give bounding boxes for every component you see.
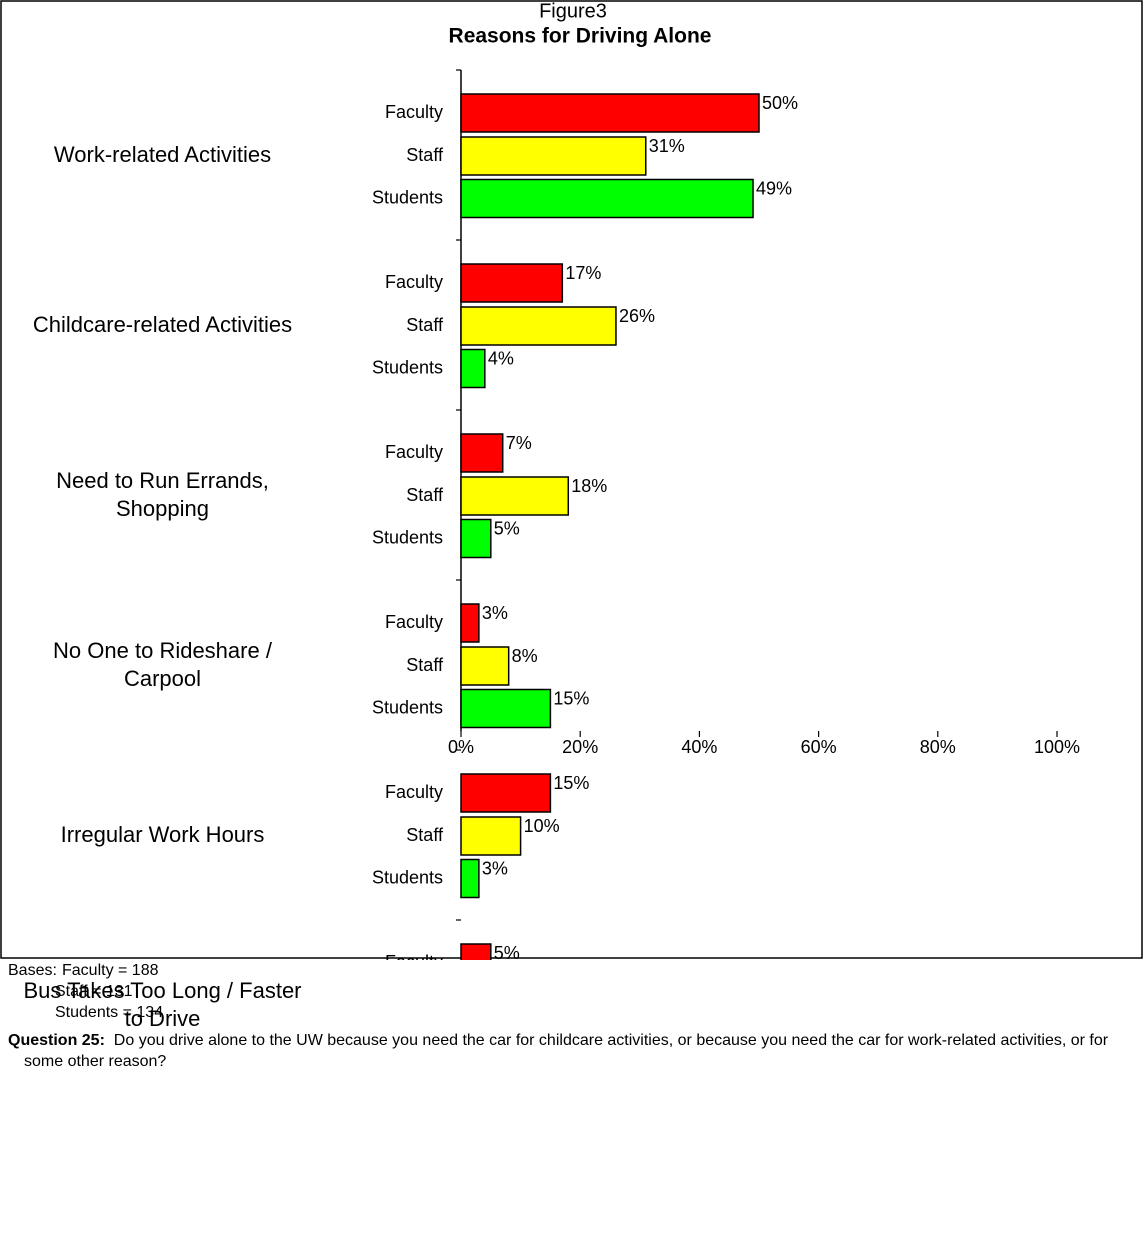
series-label: Faculty bbox=[385, 612, 443, 632]
bar bbox=[460, 263, 564, 303]
value-label: 10% bbox=[524, 816, 560, 836]
question: Question 25: Do you drive alone to the U… bbox=[8, 1031, 1124, 1072]
bases-label: Bases: bbox=[8, 962, 57, 979]
series-label: Staff bbox=[406, 145, 444, 165]
bar bbox=[460, 858, 480, 899]
series-label: Students bbox=[372, 357, 443, 377]
x-tick-label: 40% bbox=[681, 737, 717, 757]
value-label: 4% bbox=[488, 348, 514, 368]
series-label: Staff bbox=[406, 825, 444, 845]
bar bbox=[460, 136, 647, 176]
bar bbox=[460, 433, 504, 473]
value-label: 7% bbox=[506, 433, 532, 453]
value-label: 15% bbox=[553, 688, 589, 708]
series-label: Staff bbox=[406, 315, 444, 335]
bar bbox=[460, 943, 492, 960]
bar bbox=[460, 603, 480, 643]
value-label: 50% bbox=[762, 93, 798, 113]
x-tick-label: 60% bbox=[801, 737, 837, 757]
bar bbox=[460, 348, 486, 389]
value-label: 5% bbox=[494, 943, 520, 960]
series-label: Faculty bbox=[385, 782, 443, 802]
chart: Figure3 Reasons for Driving Alone 0% 20% 4… bbox=[0, 0, 1143, 960]
series-label: Faculty bbox=[385, 952, 443, 960]
value-label: 49% bbox=[756, 178, 792, 198]
bar bbox=[460, 646, 510, 686]
bases-item: Students = 134 bbox=[55, 1004, 164, 1021]
chart-title: Figure3 bbox=[539, 0, 607, 22]
question-label: Question 25: bbox=[8, 1032, 105, 1049]
value-label: 15% bbox=[553, 773, 589, 793]
question-text: Do you drive alone to the UW because you… bbox=[24, 1032, 1109, 1070]
x-tick-label: 100% bbox=[1034, 737, 1080, 757]
series-label: Students bbox=[372, 527, 443, 547]
value-label: 8% bbox=[512, 646, 538, 666]
series-label: Faculty bbox=[385, 272, 443, 292]
bar bbox=[460, 306, 617, 346]
value-label: 18% bbox=[571, 476, 607, 496]
category-label: Childcare-related Activities bbox=[32, 312, 293, 337]
category-label: Bus Takes Too Long / Faster to Drive bbox=[23, 978, 302, 1031]
bar bbox=[460, 178, 754, 219]
bases-item: Faculty = 188 bbox=[62, 962, 159, 979]
bases-item: Staff = 131 bbox=[55, 983, 133, 1000]
series-label: Staff bbox=[406, 485, 444, 505]
category-label: Work-related Activities bbox=[53, 142, 272, 167]
x-tick-label: 20% bbox=[562, 737, 598, 757]
series-label: Students bbox=[372, 187, 443, 207]
series-label: Students bbox=[372, 867, 443, 887]
bar bbox=[460, 773, 552, 813]
series-label: Faculty bbox=[385, 442, 443, 462]
value-label: 3% bbox=[482, 858, 508, 878]
series-label: Staff bbox=[406, 655, 444, 675]
category-label: Irregular Work Hours bbox=[60, 822, 265, 847]
category-label: Need to Run Errands, Shopping bbox=[56, 468, 269, 521]
value-label: 26% bbox=[619, 306, 655, 326]
series-label: Faculty bbox=[385, 102, 443, 122]
category-label: No One to Rideshare / Carpool bbox=[53, 638, 272, 691]
x-tick-label: 0% bbox=[448, 737, 474, 757]
value-label: 31% bbox=[649, 136, 685, 156]
value-label: 5% bbox=[494, 518, 520, 538]
bar bbox=[460, 518, 492, 559]
bar bbox=[460, 688, 552, 729]
bar bbox=[460, 93, 760, 133]
chart-subtitle: Reasons for Driving Alone bbox=[449, 25, 712, 48]
x-tick-label: 80% bbox=[920, 737, 956, 757]
bar bbox=[460, 476, 570, 516]
value-label: 3% bbox=[482, 603, 508, 623]
bar bbox=[460, 816, 522, 856]
series-label: Students bbox=[372, 697, 443, 717]
value-label: 17% bbox=[565, 263, 601, 283]
